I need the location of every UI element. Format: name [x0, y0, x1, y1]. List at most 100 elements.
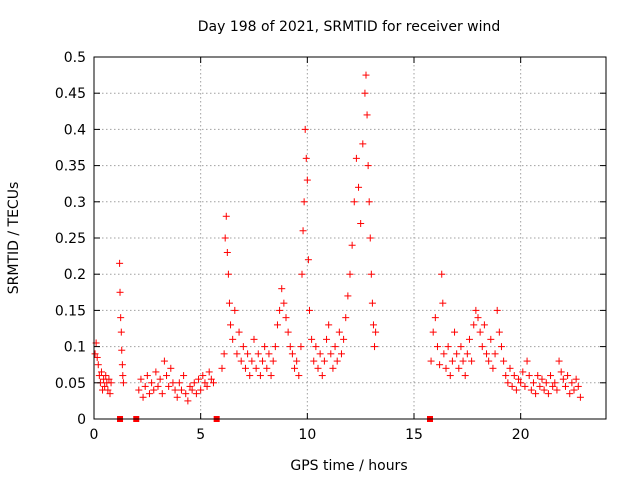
data-point	[267, 372, 275, 380]
data-point	[362, 71, 370, 79]
data-point	[117, 314, 125, 322]
y-tick-label: 0.25	[55, 231, 86, 247]
data-point	[448, 357, 456, 365]
data-point	[233, 350, 241, 358]
data-point	[361, 89, 369, 97]
y-tick-label: 0.35	[55, 159, 86, 175]
data-point	[523, 357, 531, 365]
data-point	[517, 379, 525, 387]
data-point	[188, 386, 196, 394]
data-point	[148, 379, 156, 387]
data-point	[555, 357, 563, 365]
data-point	[459, 357, 467, 365]
data-point	[335, 328, 343, 336]
data-point	[160, 357, 168, 365]
data-point	[116, 259, 124, 267]
x-tick-label: 10	[298, 427, 316, 443]
data-points	[91, 71, 584, 405]
data-point	[180, 372, 188, 380]
data-point	[265, 350, 273, 358]
data-point	[220, 350, 228, 358]
data-point	[433, 343, 441, 351]
data-point	[431, 314, 439, 322]
data-point	[288, 350, 296, 358]
data-point	[355, 183, 363, 191]
data-point	[439, 299, 447, 307]
y-tick-label: 0.05	[55, 376, 86, 392]
data-point	[119, 372, 127, 380]
data-point	[359, 140, 367, 148]
data-point	[515, 375, 523, 383]
data-point	[298, 270, 306, 278]
data-point	[331, 343, 339, 351]
data-point	[286, 343, 294, 351]
data-point	[444, 343, 452, 351]
x-tick-label: 5	[196, 427, 205, 443]
x-axis-label: GPS time / hours	[290, 458, 407, 474]
data-point	[465, 335, 473, 343]
data-point	[564, 372, 572, 380]
data-point	[152, 368, 160, 376]
data-point	[561, 382, 569, 390]
y-tick-label: 0.4	[64, 122, 86, 138]
data-point	[318, 372, 326, 380]
data-point	[295, 372, 303, 380]
data-point	[91, 350, 99, 358]
data-point	[303, 176, 311, 184]
data-point	[570, 386, 578, 394]
x-tick-label: 0	[90, 427, 99, 443]
data-point	[352, 154, 360, 162]
data-point	[510, 372, 518, 380]
data-point	[227, 321, 235, 329]
data-point	[508, 382, 516, 390]
data-point	[299, 227, 307, 235]
data-point	[197, 386, 205, 394]
data-point	[574, 382, 582, 390]
data-point	[329, 364, 337, 372]
axis-ticks	[93, 56, 606, 420]
data-point	[534, 372, 542, 380]
data-point	[182, 390, 190, 398]
data-point	[480, 321, 488, 329]
data-point	[117, 328, 125, 336]
data-point	[186, 382, 194, 390]
data-point	[222, 212, 230, 220]
data-point	[470, 321, 478, 329]
data-point	[521, 382, 529, 390]
data-point	[547, 372, 555, 380]
y-axis-label: SRMTID / TECUs	[6, 182, 22, 295]
data-point	[316, 350, 324, 358]
data-point	[369, 321, 377, 329]
data-point	[163, 372, 171, 380]
data-point	[371, 343, 379, 351]
data-point	[248, 357, 256, 365]
data-point	[350, 198, 358, 206]
data-point	[549, 382, 557, 390]
data-point	[135, 386, 143, 394]
data-point	[504, 379, 512, 387]
data-point	[568, 379, 576, 387]
data-point	[167, 364, 175, 372]
y-tick-label: 0.2	[64, 267, 86, 283]
data-point	[365, 198, 373, 206]
data-point	[244, 350, 252, 358]
data-point	[263, 364, 271, 372]
data-point	[440, 350, 448, 358]
data-point	[529, 379, 537, 387]
data-point	[342, 314, 350, 322]
data-point	[572, 375, 580, 383]
data-point	[551, 379, 559, 387]
data-point	[468, 357, 476, 365]
data-point	[497, 343, 505, 351]
data-point	[137, 375, 145, 383]
data-point	[280, 299, 288, 307]
data-point	[348, 241, 356, 249]
data-point	[218, 364, 226, 372]
y-tick-label: 0	[77, 412, 86, 428]
data-point	[271, 343, 279, 351]
data-point	[231, 306, 239, 314]
data-point	[154, 382, 162, 390]
data-point	[106, 390, 114, 398]
data-point	[502, 372, 510, 380]
data-point	[344, 292, 352, 300]
